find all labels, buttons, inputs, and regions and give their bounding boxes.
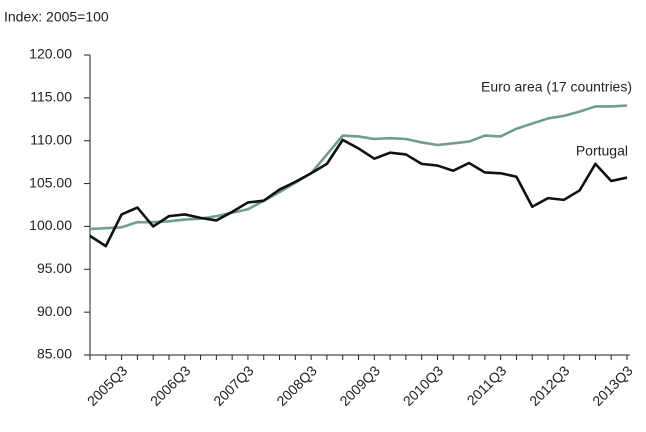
x-tick-label: 2007Q3 — [210, 362, 257, 409]
x-tick-label: 2011Q3 — [464, 362, 510, 408]
series-label: Euro area (17 countries) — [481, 78, 632, 94]
series-label: Portugal — [576, 142, 628, 158]
chart-subtitle: Index: 2005=100 — [4, 9, 109, 25]
x-tick-label: 2008Q3 — [273, 362, 320, 409]
series-line — [89, 104, 628, 231]
y-tick-label: 105.00 — [29, 174, 72, 190]
y-tick-label: 110.00 — [30, 131, 72, 147]
x-tick-label: 2006Q3 — [147, 362, 194, 409]
x-tick-label: 2009Q3 — [336, 362, 383, 409]
x-tick-label: 2013Q3 — [589, 362, 636, 409]
y-tick-label: 90.00 — [37, 303, 72, 319]
y-tick-label: 85.00 — [37, 346, 72, 362]
y-tick-label: 115.00 — [30, 89, 72, 105]
series-line — [89, 138, 628, 248]
x-tick-label: 2005Q3 — [84, 362, 131, 409]
x-tick-label: 2010Q3 — [400, 362, 447, 409]
y-tick-label: 95.00 — [37, 260, 72, 276]
y-tick-label: 100.00 — [29, 217, 72, 233]
y-tick-label: 120.00 — [29, 46, 72, 62]
x-tick-label: 2012Q3 — [526, 362, 573, 409]
